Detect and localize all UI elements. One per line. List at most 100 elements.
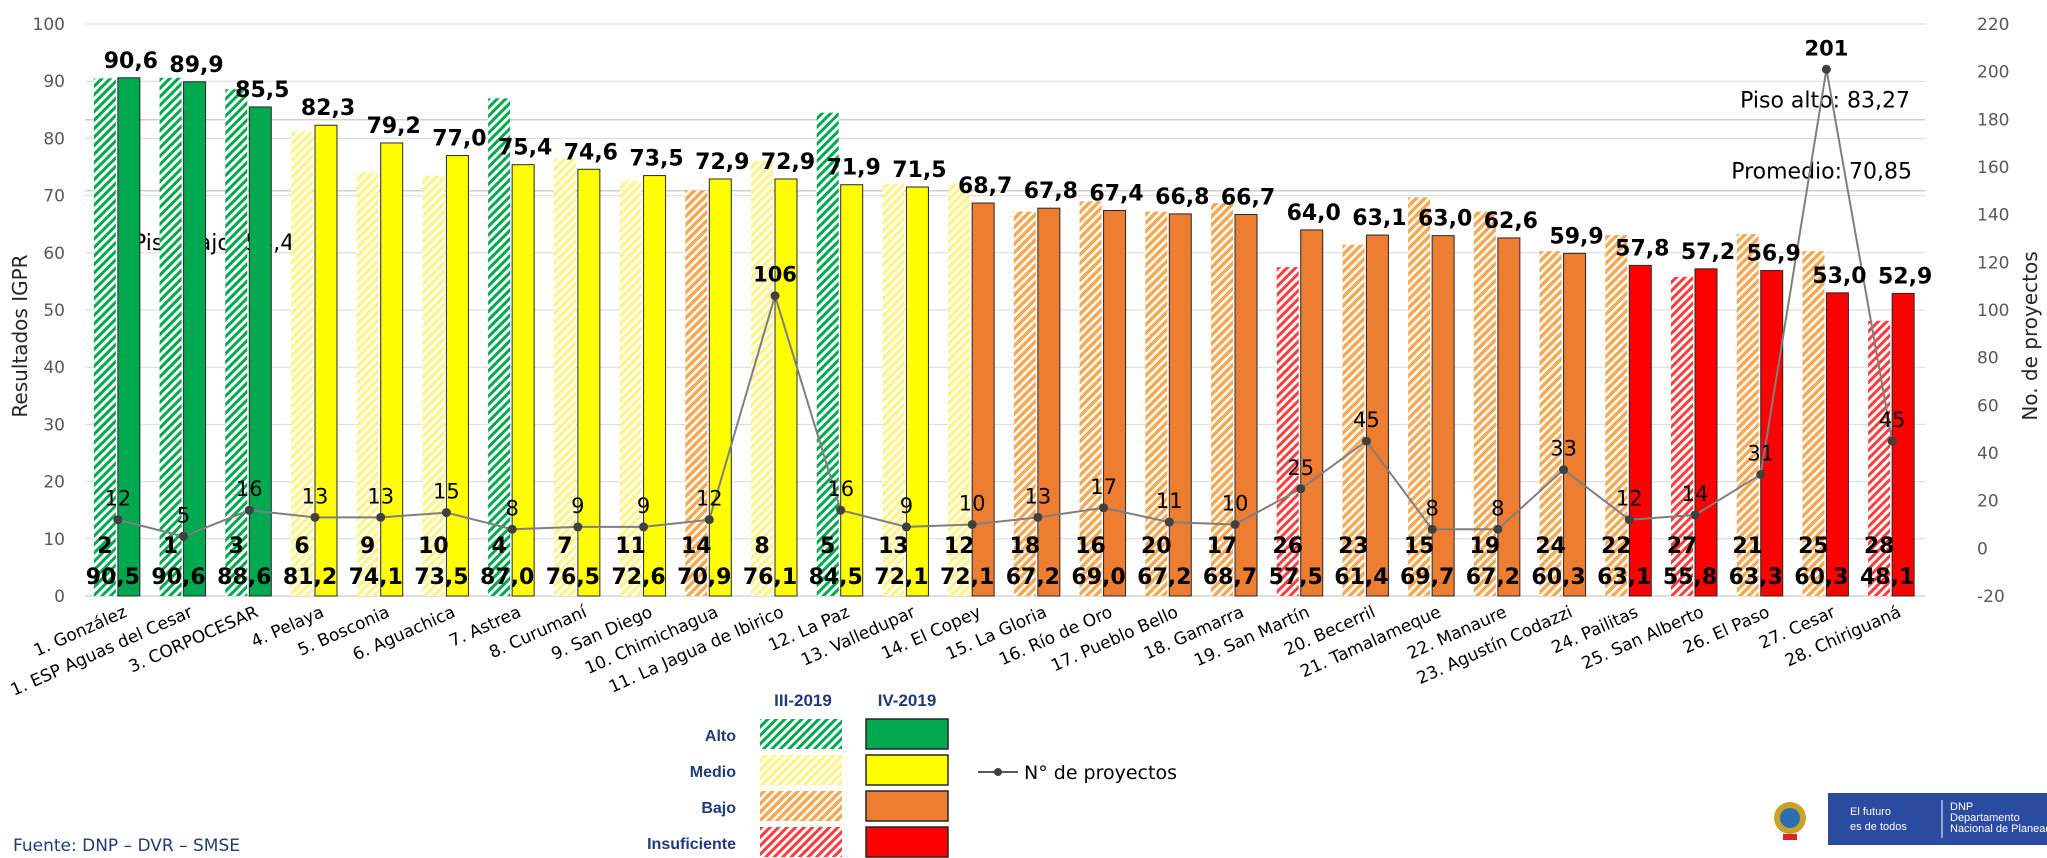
data-labels: 90,690,521289,990,61585,588,631682,381,2…: [86, 36, 1933, 590]
y-tick-label: 20: [43, 473, 65, 493]
legend-line-label: N° de proyectos: [1024, 762, 1177, 784]
projects-marker: [1821, 64, 1831, 74]
projects-marker: [1296, 484, 1306, 494]
projects-marker: [179, 531, 189, 541]
y2-tick-label: 200: [1977, 63, 2009, 83]
projects-marker: [376, 512, 386, 522]
iii-2019-value-label: 67,2: [1466, 565, 1520, 590]
projects-line: [113, 64, 1897, 541]
legend-swatch-iv: [865, 790, 949, 822]
projects-marker: [441, 508, 451, 518]
iii-2019-value-label: 70,9: [677, 565, 731, 590]
bar-iii-2019: [619, 180, 642, 596]
bar-iv-2019: [643, 175, 667, 597]
iv-2019-value-label: 63,0: [1418, 207, 1472, 232]
iii-2019-value-label: 74,1: [349, 565, 403, 590]
iii-2019-value-label: 88,6: [217, 565, 271, 590]
iii-2019-rank-label: 9: [360, 534, 375, 559]
bar-iv-2019: [905, 186, 929, 597]
bar-iv-2019: [1168, 213, 1192, 597]
bar-iii-2019: [1868, 320, 1891, 596]
projects-marker: [704, 515, 714, 525]
y2-tick-label: 220: [1977, 15, 2009, 35]
y-tick-label: 30: [43, 415, 65, 435]
iv-2019-value-label: 53,0: [1812, 264, 1866, 289]
projects-count-label: 14: [1682, 482, 1709, 506]
bar-iv-2019: [1694, 268, 1718, 597]
iii-2019-value-label: 84,5: [809, 565, 863, 590]
iii-2019-rank-label: 22: [1601, 534, 1632, 559]
coat-of-arms-icon: [1774, 802, 1806, 840]
projects-count-label: 12: [696, 487, 723, 511]
reference-lines: Piso alto: 83,27 Promedio: 70,85 Piso bajo…: [85, 89, 1925, 256]
projects-count-label: 12: [1616, 487, 1643, 511]
projects-marker: [1361, 436, 1371, 446]
iii-2019-value-label: 81,2: [283, 565, 337, 590]
iii-2019-value-label: 55,8: [1663, 565, 1717, 590]
iii-2019-value-label: 63,1: [1597, 565, 1651, 590]
projects-marker: [836, 505, 846, 515]
iii-2019-rank-label: 13: [878, 534, 909, 559]
projects-marker: [1164, 517, 1174, 527]
iii-2019-rank-label: 23: [1338, 534, 1369, 559]
y-tick-label: 80: [43, 129, 65, 149]
y2-tick-label: 60: [1977, 396, 1999, 416]
projects-marker: [1559, 465, 1569, 475]
iii-2019-rank-label: 20: [1141, 534, 1172, 559]
bar-iv-2019: [1103, 209, 1127, 597]
projects-count-label: 106: [753, 263, 797, 287]
projects-count-label: 5: [177, 503, 190, 527]
projects-marker: [1887, 436, 1897, 446]
iv-2019-value-label: 77,0: [432, 127, 486, 152]
bar-iii-2019: [422, 175, 445, 596]
y-tick-label: 60: [43, 244, 65, 264]
iv-2019-value-label: 66,8: [1155, 185, 1209, 210]
iv-2019-value-label: 56,9: [1747, 242, 1801, 267]
projects-count-label: 45: [1879, 408, 1906, 432]
iii-2019-value-label: 72,1: [874, 565, 928, 590]
bar-iv-2019: [1497, 237, 1521, 597]
iii-2019-rank-label: 17: [1207, 534, 1238, 559]
reference-line-label: Promedio: 70,85: [1731, 160, 1912, 185]
projects-count-label: 8: [1425, 496, 1438, 520]
bar-iii-2019: [1145, 211, 1168, 596]
legend: III-2019 IV-2019 Alto Medio Bajo Insuficien…: [647, 691, 1177, 858]
bar-iii-2019: [1079, 201, 1102, 596]
projects-marker: [1033, 512, 1043, 522]
bar-iv-2019: [117, 77, 141, 597]
bar-iii-2019: [1013, 211, 1036, 596]
projects-count-label: 11: [1156, 489, 1183, 513]
bar-iii-2019: [1539, 251, 1562, 597]
bar-iii-2019: [225, 89, 248, 596]
iii-2019-value-label: 69,7: [1400, 565, 1454, 590]
projects-marker: [1690, 510, 1700, 520]
projects-count-label: 9: [571, 494, 584, 518]
iii-2019-rank-label: 21: [1732, 534, 1763, 559]
projects-count-label: 9: [900, 494, 913, 518]
bar-iv-2019: [840, 184, 864, 597]
iii-2019-value-label: 68,7: [1203, 565, 1257, 590]
projects-marker: [310, 512, 320, 522]
projects-count-label: 17: [1090, 475, 1117, 499]
projects-count-label: 13: [1024, 484, 1051, 508]
bar-iii-2019: [1211, 203, 1233, 596]
y2-tick-label: 100: [1977, 301, 2009, 321]
legend-level-label: Insuficiente: [647, 836, 736, 853]
iv-2019-value-label: 73,5: [629, 147, 683, 172]
iii-2019-rank-label: 3: [229, 534, 244, 559]
bar-iii-2019: [1276, 267, 1299, 596]
projects-marker: [1756, 469, 1766, 479]
iii-2019-value-label: 72,1: [940, 565, 994, 590]
bar-iv-2019: [511, 164, 535, 597]
iii-2019-rank-label: 24: [1535, 534, 1566, 559]
reference-line-label: Piso alto: 83,27: [1740, 89, 1910, 114]
reference-line-label: Piso bajo: 58,43: [133, 231, 308, 256]
iv-2019-value-label: 72,9: [695, 150, 749, 175]
dnp-logo: El futuro es de todos DNP Departamento N…: [1764, 790, 2047, 858]
bar-iii-2019: [291, 131, 313, 596]
bar-iii-2019: [751, 160, 773, 596]
iii-2019-value-label: 61,4: [1334, 565, 1388, 590]
legend-swatch-iv: [865, 718, 949, 750]
iii-2019-value-label: 69,0: [1071, 565, 1125, 590]
